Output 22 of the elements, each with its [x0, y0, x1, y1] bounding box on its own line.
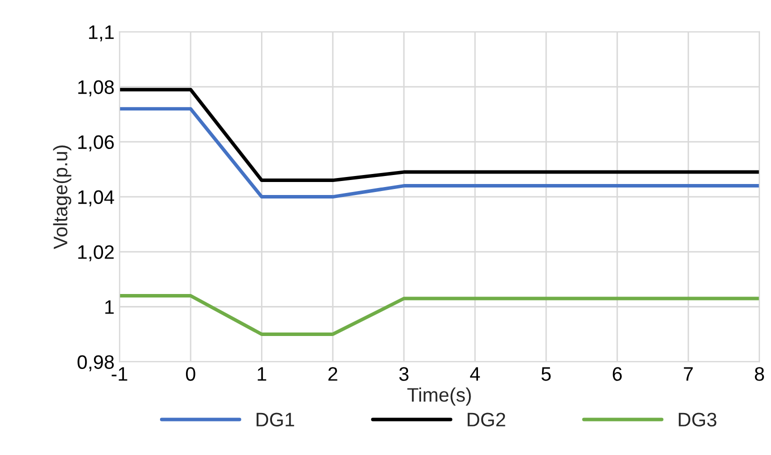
- x-tick-label: 6: [612, 367, 622, 381]
- y-tick-label: 0,98: [78, 355, 114, 372]
- legend-label: DG3: [678, 412, 716, 426]
- x-tick-label: 7: [684, 367, 693, 381]
- x-tick-label: 4: [470, 367, 480, 381]
- x-tick-label: 0: [186, 367, 196, 381]
- y-tick-label: 1,1: [89, 26, 114, 42]
- legend-label: DG1: [256, 412, 294, 426]
- x-tick-label: 5: [541, 367, 551, 381]
- x-tick-label: 8: [754, 367, 764, 381]
- y-tick-label: 1,02: [78, 245, 114, 262]
- y-tick-label: 1,06: [78, 135, 114, 152]
- legend-label: DG2: [468, 412, 506, 426]
- x-tick-label: -1: [112, 367, 128, 381]
- y-tick-label: 1,08: [78, 80, 114, 96]
- x-tick-label: 1: [258, 367, 266, 381]
- x-tick-label: 2: [328, 367, 338, 381]
- y-tick-label: 1,04: [78, 190, 114, 206]
- x-tick-label: 3: [399, 367, 408, 381]
- y-tick-label: 1: [105, 300, 114, 314]
- y-axis-title: Voltage(p.u): [53, 146, 72, 250]
- x-axis-title: Time(s): [407, 387, 471, 406]
